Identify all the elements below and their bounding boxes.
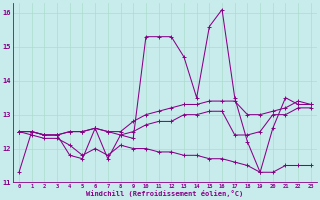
X-axis label: Windchill (Refroidissement éolien,°C): Windchill (Refroidissement éolien,°C) [86, 190, 244, 197]
